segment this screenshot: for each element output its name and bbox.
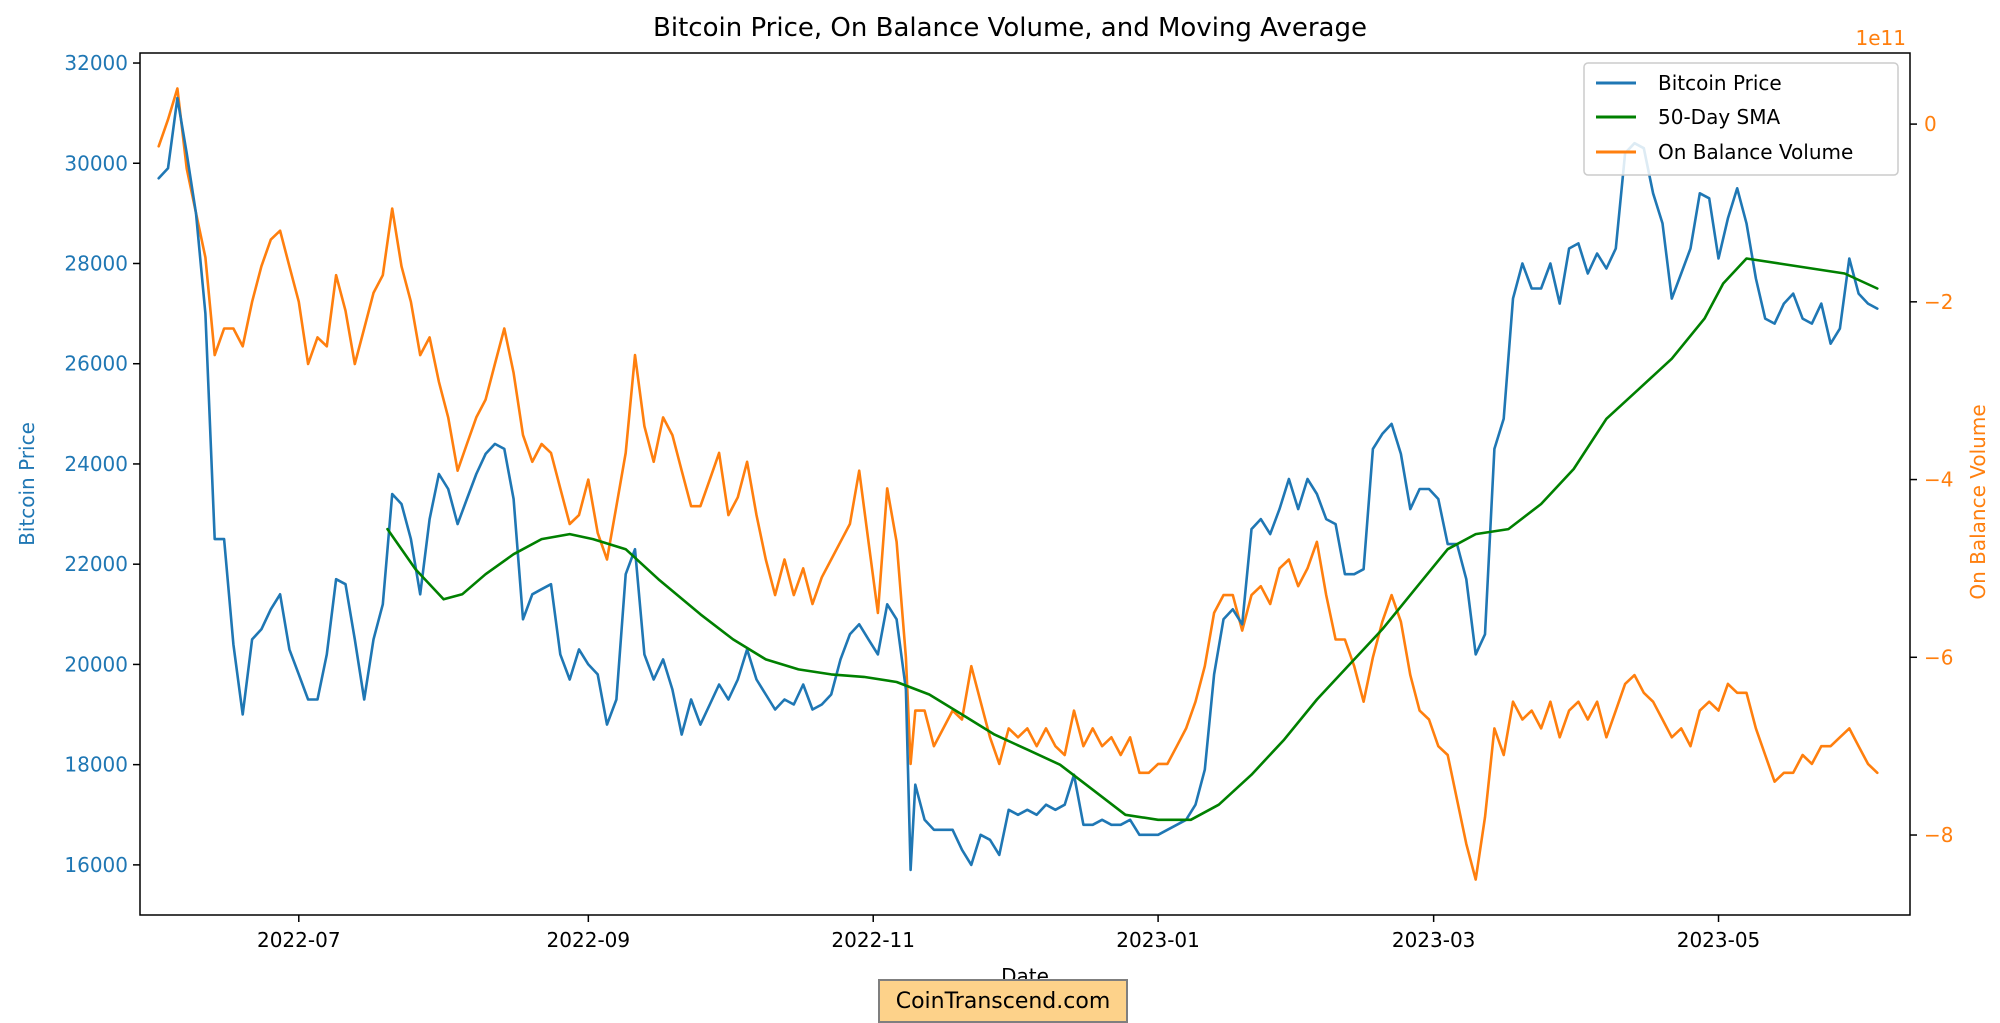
y-left-tick-label-28000: 28000	[64, 251, 128, 275]
legend-label-on-balance-volume: On Balance Volume	[1658, 140, 1853, 164]
y-left-tick-label-26000: 26000	[64, 352, 128, 376]
y-left-tick-label-32000: 32000	[64, 51, 128, 75]
series-line-50-day-sma	[386, 257, 1879, 822]
y-right-tick-label--4: −4	[1924, 468, 1953, 492]
x-tick-label-2022-09: 2022-09	[547, 928, 631, 952]
y-right-tick-label--6: −6	[1924, 645, 1953, 669]
y-right-tick-label-0: 0	[1924, 112, 1937, 136]
legend-label-bitcoin-price: Bitcoin Price	[1658, 71, 1782, 95]
legend-box	[1583, 62, 1899, 176]
y-axis-left: 16000 18000 20000 22000 24000 26000 28000 30000…	[64, 51, 140, 877]
y-left-tick-label-30000: 30000	[64, 151, 128, 175]
y-left-tick-label-24000: 24000	[64, 452, 128, 476]
x-tick-label-2022-11: 2022-11	[831, 928, 915, 952]
x-tick-label-2022-07: 2022-07	[257, 928, 341, 952]
watermark-badge: CoinTranscend.com	[878, 979, 1128, 1023]
series-line-on-balance-volume	[157, 87, 1879, 881]
y-axis-right: −8 −6 −4 −2 0	[1910, 112, 1953, 847]
y-axis-right-label: On Balance Volume	[1966, 404, 1990, 599]
x-tick-label-2023-01: 2023-01	[1116, 928, 1200, 952]
y-right-tick-label--8: −8	[1924, 823, 1953, 847]
y-left-tick-label-16000: 16000	[64, 853, 128, 877]
x-tick-label-2023-03: 2023-03	[1392, 928, 1476, 952]
y-left-tick-label-20000: 20000	[64, 652, 128, 676]
y-axis-right-multiplier: 1e11	[1856, 26, 1906, 50]
plot-frame	[139, 52, 1911, 916]
legend-label-50-day-sma: 50-Day SMA	[1658, 105, 1780, 129]
chart-title: Bitcoin Price, On Balance Volume, and Mo…	[653, 13, 1367, 43]
x-tick-label-2023-05: 2023-05	[1677, 928, 1761, 952]
legend: Bitcoin Price 50-Day SMA On Balance Volu…	[1583, 62, 1899, 176]
series-layer	[157, 87, 1879, 881]
x-axis: 2022-07 2022-09 2022-11 2023-01 2023-03 2023-…	[257, 915, 1760, 952]
y-left-tick-label-18000: 18000	[64, 753, 128, 777]
y-axis-left-label: Bitcoin Price	[15, 422, 39, 546]
y-right-tick-label--2: −2	[1924, 290, 1953, 314]
series-line-bitcoin-price	[157, 96, 1879, 872]
y-left-tick-label-22000: 22000	[64, 552, 128, 576]
